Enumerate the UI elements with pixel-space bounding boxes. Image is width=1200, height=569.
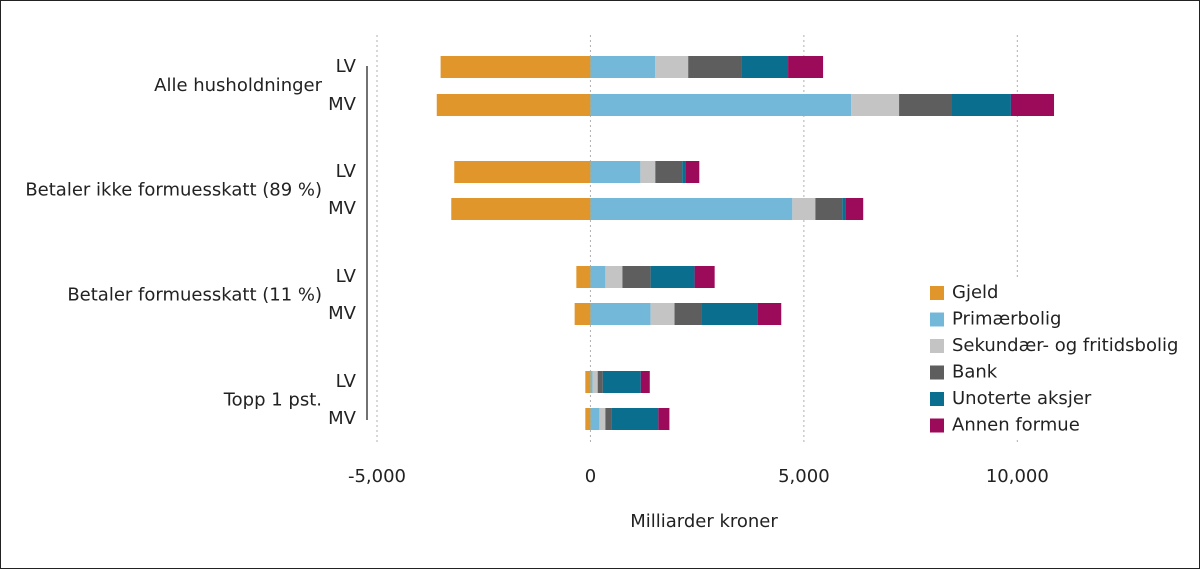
bars (436, 56, 1055, 430)
bar-segment (576, 266, 591, 288)
category-label: MV (328, 198, 357, 219)
group-label: Alle husholdninger (154, 75, 322, 96)
x-tick-label: -5,000 (348, 466, 406, 487)
bar-segment (590, 198, 793, 220)
legend-label: Sekundær- og fritidsbolig (952, 335, 1178, 356)
bar-segment (585, 408, 591, 430)
bar-segment (701, 303, 758, 325)
legend-label: Bank (952, 362, 998, 383)
group-label: Betaler formuesskatt (11 %) (67, 285, 322, 306)
bar-segment (741, 56, 789, 78)
bar-segment (585, 371, 591, 393)
bar-segment (622, 266, 651, 288)
bar-segment (590, 161, 641, 183)
category-label: LV (336, 161, 357, 182)
bar-segment (605, 408, 612, 430)
bar-segment (592, 371, 598, 393)
bar-segment (440, 56, 591, 78)
bar-segment (952, 94, 1011, 116)
bar-segment (815, 198, 843, 220)
bar-segment (1010, 94, 1055, 116)
bar-segment (655, 56, 689, 78)
bar-segment (842, 198, 846, 220)
bar-segment (436, 94, 591, 116)
bar-segment (454, 161, 591, 183)
bar-segment (597, 371, 603, 393)
bar-segment (590, 371, 593, 393)
legend-swatch (930, 365, 944, 380)
bar-segment (792, 198, 816, 220)
legend-label: Gjeld (952, 282, 998, 303)
bar-segment (599, 408, 606, 430)
bar-segment (590, 303, 651, 325)
bar-segment (602, 371, 641, 393)
legend-label: Unoterte aksjer (952, 388, 1092, 409)
bar-segment (650, 303, 675, 325)
bar-segment (851, 94, 900, 116)
legend-swatch (930, 339, 944, 353)
category-label: LV (336, 266, 357, 287)
bar-segment (845, 198, 864, 220)
legend-label: Annen formue (952, 415, 1080, 436)
bar-segment (640, 161, 656, 183)
bar-segment (899, 94, 953, 116)
legend-label: Primærbolig (952, 309, 1061, 330)
legend: Gjeld Primærbolig Sekundær- og fritidsboli… (930, 282, 1178, 436)
category-label: LV (336, 56, 357, 77)
legend-swatch (930, 392, 944, 406)
x-tick-label: 0 (585, 466, 596, 487)
legend-swatch (930, 312, 944, 327)
group-label: Topp 1 pst. (223, 390, 322, 411)
bar-segment (590, 94, 852, 116)
bar-segment (650, 266, 695, 288)
bar-segment (685, 161, 700, 183)
bar-segment (611, 408, 659, 430)
bar-segment (655, 161, 683, 183)
legend-background (918, 280, 1188, 440)
legend-swatch (930, 418, 944, 433)
group-label: Betaler ikke formuesskatt (89 %) (25, 180, 322, 201)
bar-segment (682, 161, 686, 183)
bar-segment (674, 303, 702, 325)
category-label: MV (328, 408, 357, 429)
bar-segment (688, 56, 742, 78)
legend-swatch (930, 286, 944, 300)
bar-segment (694, 266, 715, 288)
x-tick-label: 5,000 (778, 466, 830, 487)
bar-segment (590, 56, 656, 78)
bar-segment (605, 266, 623, 288)
bar-segment (788, 56, 824, 78)
category-label: MV (328, 94, 357, 115)
bar-segment (590, 408, 600, 430)
bar-segment (590, 266, 606, 288)
bar-segment (640, 371, 650, 393)
bar-segment (574, 303, 591, 325)
x-axis-title: Milliarder kroner (630, 511, 778, 532)
category-label: LV (336, 371, 357, 392)
category-label: MV (328, 303, 357, 324)
bar-segment (658, 408, 670, 430)
bar-segment (451, 198, 591, 220)
x-tick-label: 10,000 (986, 466, 1049, 487)
bar-segment (757, 303, 782, 325)
